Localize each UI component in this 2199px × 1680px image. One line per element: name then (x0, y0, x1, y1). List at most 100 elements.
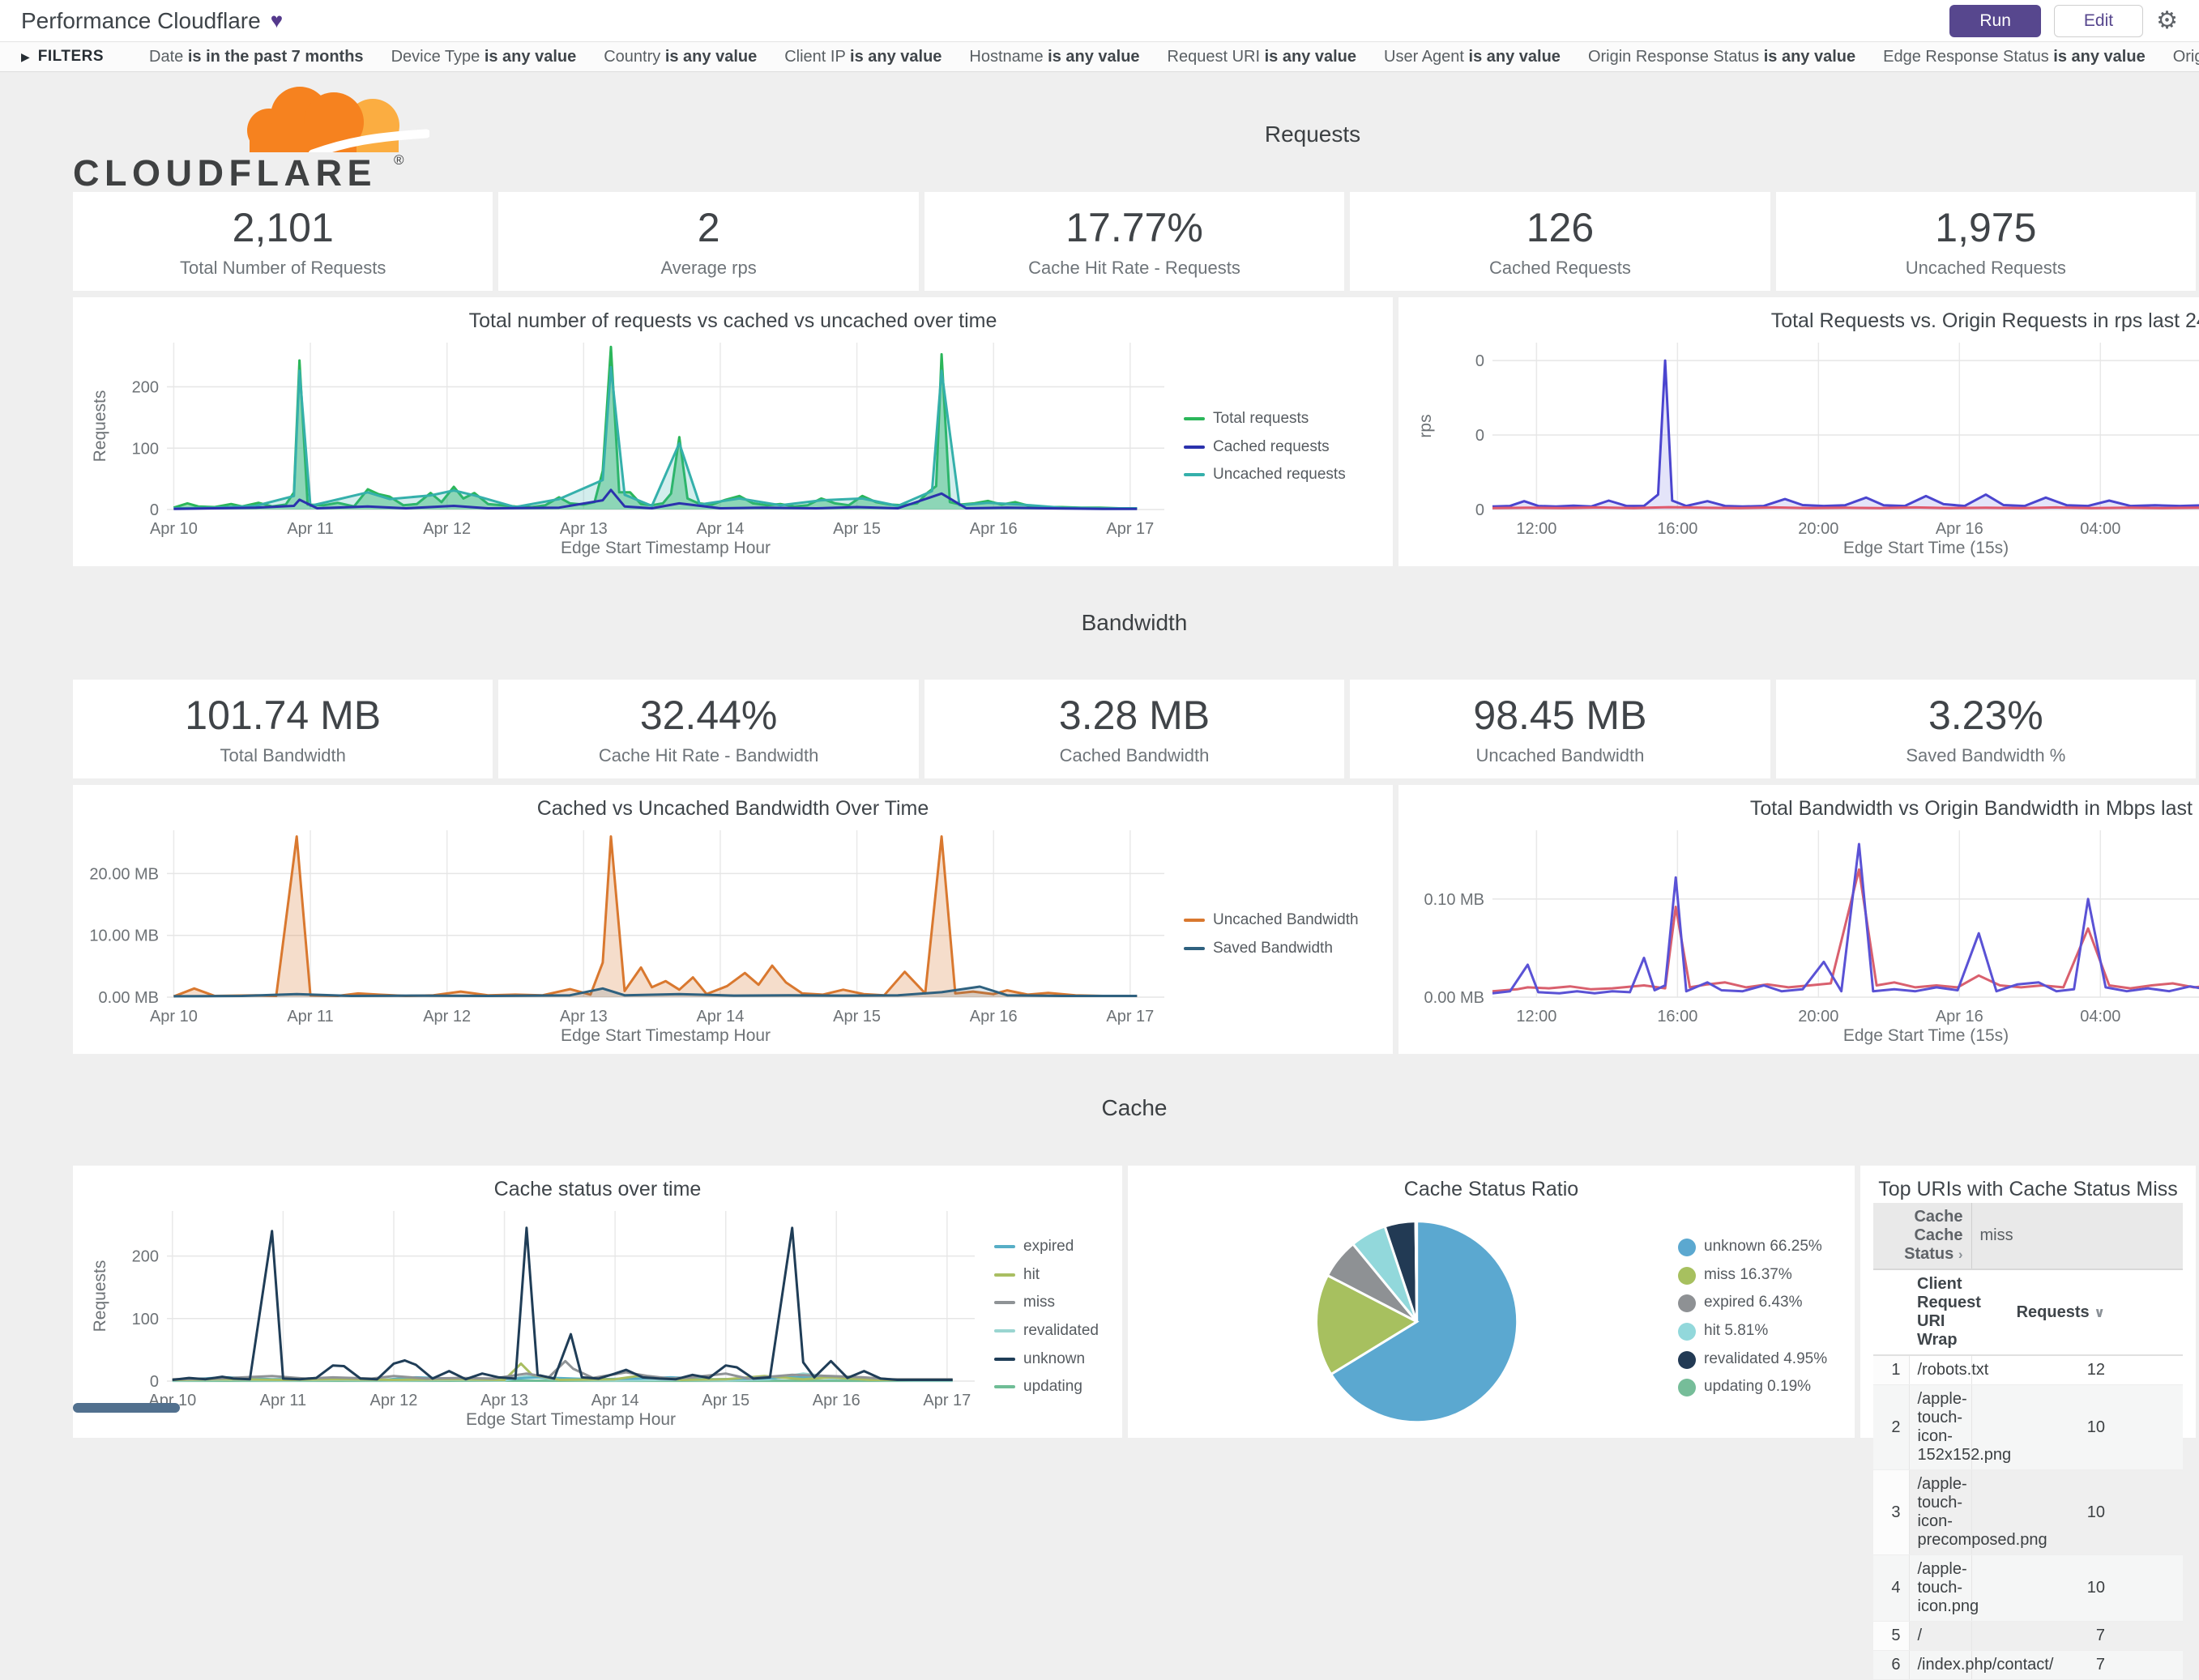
filter-chip[interactable]: Client IP is any value (784, 48, 942, 66)
edit-button[interactable]: Edit (2054, 5, 2143, 37)
svg-text:Apr 17: Apr 17 (1106, 1008, 1154, 1025)
cache-status-ratio-pie[interactable] (1141, 1203, 1672, 1431)
requests-cell: 10 (1971, 1555, 2113, 1622)
uri-cell[interactable]: /apple-touch-icon-152x152.png (1909, 1385, 1971, 1470)
table-row[interactable]: 5/7 (1873, 1622, 2183, 1651)
legend-item[interactable]: Uncached Bandwidth (1184, 910, 1380, 931)
requests-cell: 12 (1971, 1355, 2113, 1385)
filter-chip[interactable]: Date is in the past 7 months (149, 48, 364, 66)
table-row[interactable]: 6/index.php/contact/7 (1873, 1651, 2183, 1680)
dashboard-title: Performance Cloudflare (21, 8, 261, 34)
svg-text:16:00: 16:00 (1657, 1008, 1697, 1025)
kpi-tile: 17.77%Cache Hit Rate - Requests (924, 192, 1344, 291)
row-number: 6 (1873, 1651, 1909, 1680)
svg-text:Apr 10: Apr 10 (150, 520, 198, 538)
chart-legend: Total requests Cached requests Uncached re… (1177, 335, 1380, 560)
uri-cell[interactable]: /index.php/contact/ (1909, 1651, 1971, 1680)
row-number: 4 (1873, 1555, 1909, 1622)
svg-text:®: ® (394, 152, 404, 168)
cloudflare-logo: CLOUDFLARE ® (73, 77, 429, 192)
filter-chip[interactable]: Edge Response Status is any value (1883, 48, 2146, 66)
legend-dot (1678, 1323, 1696, 1341)
svg-text:0.00 MB: 0.00 MB (99, 989, 159, 1007)
legend-label: revalidated 4.95% (1704, 1350, 1827, 1370)
bandwidth-chart-row: Cached vs Uncached Bandwidth Over Time A… (73, 785, 2196, 1054)
pie-legend-item[interactable]: miss 16.37% (1678, 1265, 1842, 1286)
pivot-label[interactable]: Cache Cache Status › (1873, 1203, 1971, 1269)
legend-item[interactable]: expired (994, 1237, 1109, 1257)
column-header-uri[interactable]: Client Request URI Wrap (1909, 1269, 1971, 1355)
legend-label: updating (1023, 1377, 1082, 1397)
pie-legend-item[interactable]: revalidated 4.95% (1678, 1350, 1842, 1370)
svg-text:Apr 11: Apr 11 (287, 520, 333, 538)
filter-chip[interactable]: Origin Response Status is any value (1588, 48, 1855, 66)
uri-cell[interactable]: /apple-touch-icon.png (1909, 1555, 1971, 1622)
kpi-value: 3.28 MB (1059, 692, 1210, 739)
svg-text:0: 0 (150, 501, 159, 519)
svg-text:Edge Start Timestamp Hour: Edge Start Timestamp Hour (561, 539, 771, 557)
legend-item[interactable]: revalidated (994, 1321, 1109, 1341)
run-button[interactable]: Run (1949, 5, 2041, 37)
gear-icon[interactable]: ⚙ (2156, 9, 2178, 33)
heart-icon: ♥ (271, 8, 283, 33)
kpi-label: Average rps (661, 258, 757, 279)
svg-text:Requests: Requests (91, 1260, 109, 1332)
legend-item[interactable]: Cached requests (1184, 437, 1380, 458)
filter-chip[interactable]: Request URI is any value (1168, 48, 1356, 66)
kpi-label: Uncached Requests (1906, 258, 2066, 279)
filter-chip[interactable]: User Agent is any value (1384, 48, 1561, 66)
legend-dot (1678, 1239, 1696, 1256)
svg-text:Apr 14: Apr 14 (696, 520, 744, 538)
filter-chip[interactable]: Origin IP is any value (2173, 48, 2199, 66)
logo-row: CLOUDFLARE ® Requests (73, 77, 2196, 192)
legend-label: miss 16.37% (1704, 1265, 1792, 1286)
filters-toggle[interactable]: ▶ FILTERS (21, 48, 104, 66)
filters-expand-icon: ▶ (21, 50, 30, 64)
legend-item[interactable]: Uncached requests (1184, 465, 1380, 485)
legend-item[interactable]: Saved Bandwidth (1184, 939, 1380, 959)
svg-text:0: 0 (150, 1373, 159, 1391)
legend-item[interactable]: hit (994, 1265, 1109, 1286)
cloudflare-wordmark: CLOUDFLARE (73, 152, 377, 192)
svg-text:Apr 14: Apr 14 (591, 1392, 639, 1409)
legend-label: expired 6.43% (1704, 1293, 1802, 1313)
svg-text:Edge Start Time (15s): Edge Start Time (15s) (1843, 1026, 2009, 1045)
uri-cell[interactable]: / (1909, 1622, 1971, 1651)
filter-chip[interactable]: Hostname is any value (969, 48, 1139, 66)
chart-title: Total Bandwidth vs Origin Bandwidth in M… (1411, 795, 2199, 822)
chart-tile-mbps-24h: Total Bandwidth vs Origin Bandwidth in M… (1398, 785, 2199, 1054)
pie-legend-item[interactable]: hit 5.81% (1678, 1321, 1842, 1341)
filter-chip[interactable]: Device Type is any value (391, 48, 577, 66)
legend-item[interactable]: updating (994, 1377, 1109, 1397)
filter-chip[interactable]: Country is any value (604, 48, 757, 66)
pie-legend-item[interactable]: unknown 66.25% (1678, 1237, 1842, 1257)
legend-swatch (994, 1273, 1015, 1277)
svg-text:12:00: 12:00 (1516, 520, 1556, 538)
svg-text:0: 0 (1475, 352, 1484, 370)
legend-item[interactable]: Total requests (1184, 409, 1380, 429)
column-header-requests[interactable]: Requests ∨ (1971, 1269, 2113, 1355)
uri-cell[interactable]: /robots.txt (1909, 1355, 1971, 1385)
svg-text:10.00 MB: 10.00 MB (89, 927, 159, 945)
pie-legend-item[interactable]: updating 0.19% (1678, 1377, 1842, 1397)
svg-text:Apr 17: Apr 17 (923, 1392, 971, 1409)
pie-legend-item[interactable]: expired 6.43% (1678, 1293, 1842, 1313)
uri-cell[interactable]: /apple-touch-icon-precomposed.png (1909, 1470, 1971, 1555)
legend-swatch (994, 1301, 1015, 1304)
horizontal-scrollbar-thumb[interactable] (73, 1403, 180, 1413)
legend-item[interactable]: miss (994, 1293, 1109, 1313)
svg-text:04:00: 04:00 (2080, 1008, 2120, 1025)
legend-item[interactable]: unknown (994, 1350, 1109, 1370)
